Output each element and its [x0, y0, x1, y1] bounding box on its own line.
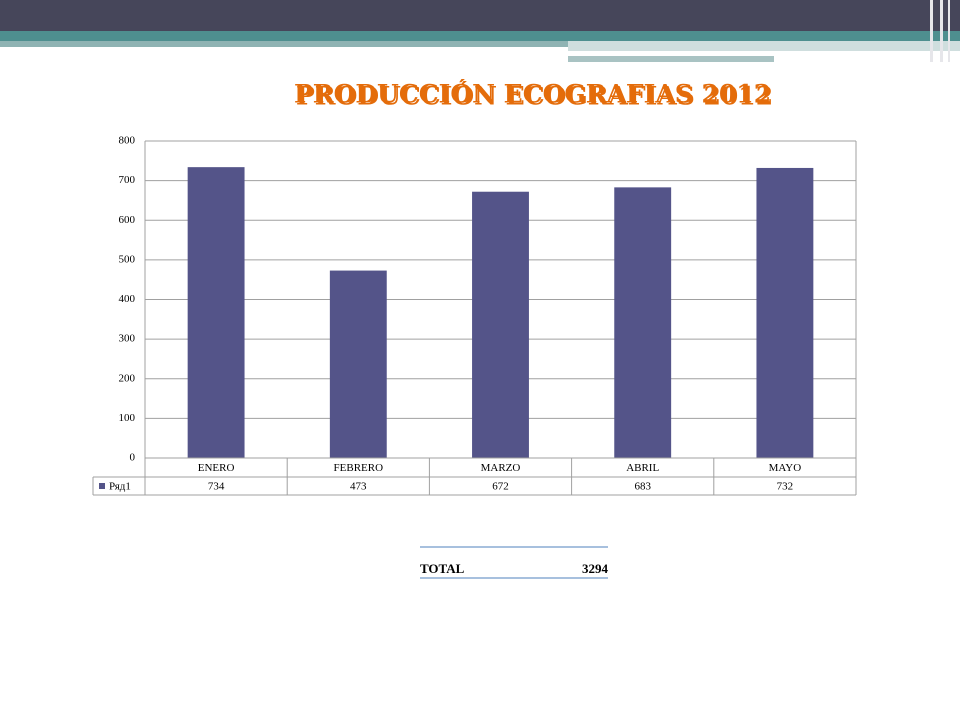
x-tick-label: ENERO [198, 462, 235, 474]
y-tick-label: 0 [130, 452, 136, 464]
y-tick-label: 500 [119, 253, 136, 265]
header-stripe [948, 0, 950, 62]
y-tick-label: 700 [119, 174, 136, 186]
y-tick-label: 100 [119, 412, 136, 424]
total-value: 3294 [582, 561, 609, 576]
bar [329, 270, 387, 458]
x-tick-label: ABRIL [626, 462, 659, 474]
bar [472, 191, 529, 458]
table-value: 473 [350, 481, 367, 493]
header-stripe [940, 0, 943, 62]
chart-title: PRODUCCIÓN ECOGRAFIAS 2012 [294, 80, 771, 109]
header-stripe [568, 56, 774, 62]
bar [187, 167, 245, 458]
y-tick-label: 200 [119, 372, 136, 384]
y-tick-label: 800 [119, 135, 136, 147]
x-tick-label: MARZO [481, 462, 521, 474]
bar [614, 187, 672, 458]
header-bar [0, 0, 960, 31]
header-stripe [0, 41, 568, 47]
table-value: 672 [492, 481, 509, 493]
total-label: TOTAL [420, 561, 465, 576]
x-tick-label: FEBRERO [334, 462, 384, 474]
y-tick-label: 600 [119, 214, 136, 226]
bar [756, 167, 814, 458]
y-tick-label: 400 [119, 293, 136, 305]
chart-title-shadow: PRODUCCIÓN ECOGRAFIAS 2012 [296, 82, 773, 111]
table-value: 732 [777, 481, 794, 493]
legend-key [99, 483, 105, 489]
header-stripe [568, 41, 960, 51]
y-tick-label: 300 [119, 333, 136, 345]
x-tick-label: MAYO [769, 462, 802, 474]
header-stripe [0, 31, 960, 41]
table-value: 734 [208, 481, 225, 493]
header-stripe [930, 0, 933, 62]
legend-label: Ряд1 [109, 481, 131, 493]
table-value: 683 [634, 481, 651, 493]
